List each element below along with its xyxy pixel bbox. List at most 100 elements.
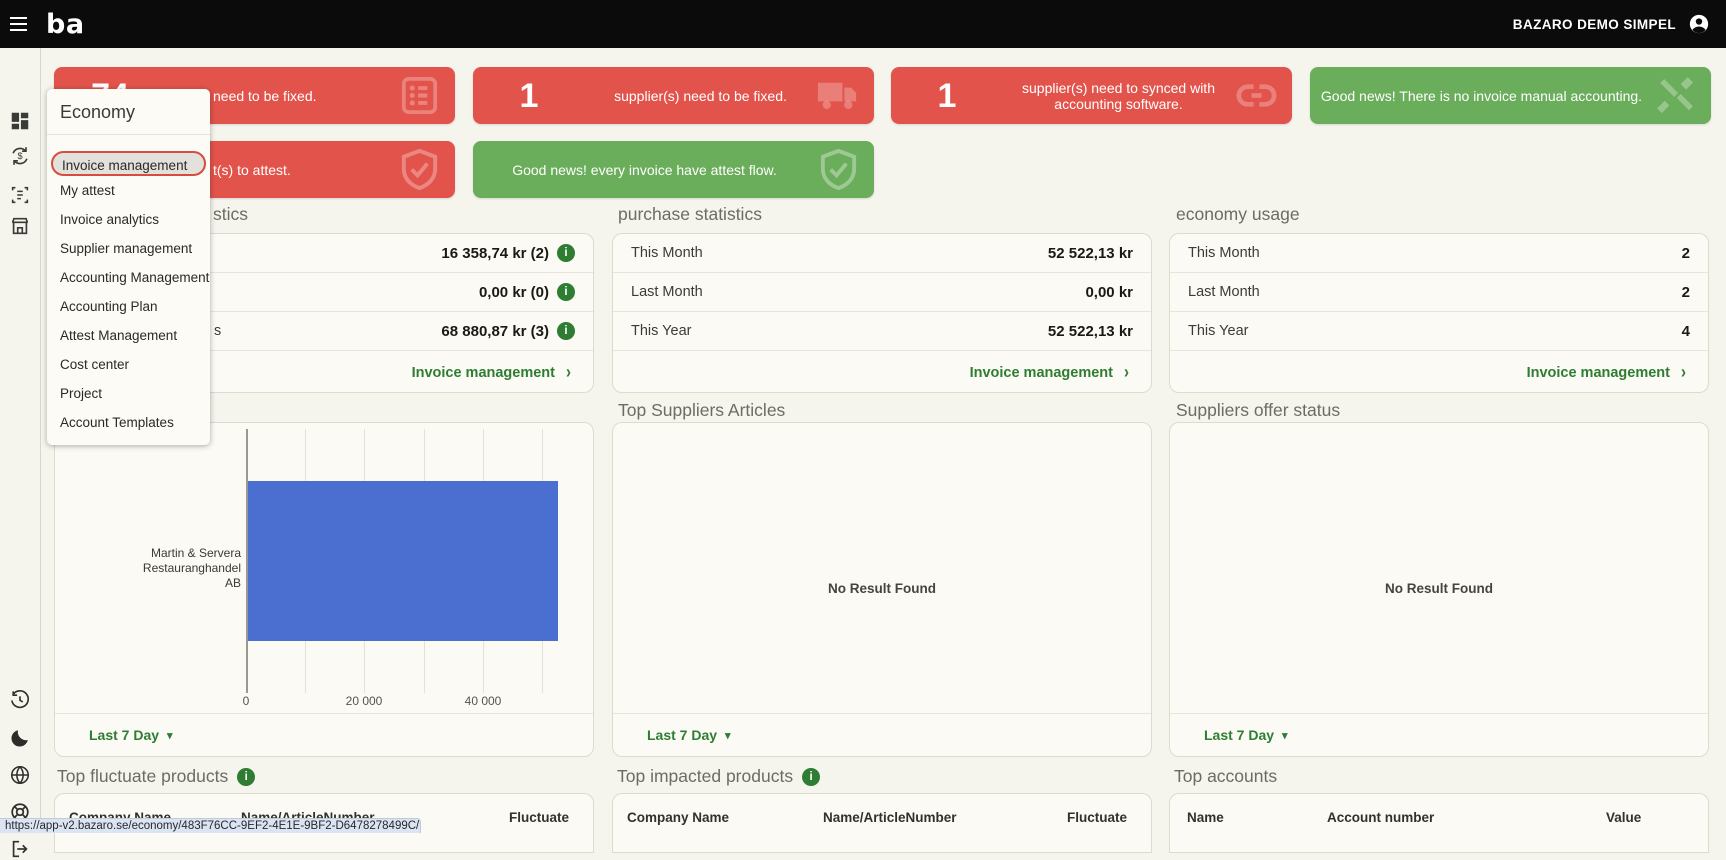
top-impacted-products-table: Company Name Name/ArticleNumber Fluctuat… [612,793,1152,853]
chart-category-label: Martin & Servera Restauranghandel AB [142,546,241,590]
alert-message: supplier(s) need to synced with accounti… [1022,79,1215,112]
topbar-account[interactable]: BAZARO DEMO SIMPEL [1513,13,1726,35]
economy-flyout-menu: Economy Invoice management My attest Inv… [47,89,210,445]
menu-title: Economy [47,89,210,135]
invoice-list-icon [396,72,443,119]
chevron-right-icon: › [1681,362,1686,383]
chevron-right-icon: › [566,362,571,383]
account-name-label: BAZARO DEMO SIMPEL [1512,16,1676,32]
stat-label: This Month [631,245,703,261]
menu-item-attest-management[interactable]: Attest Management [60,328,178,343]
info-icon[interactable]: i [237,767,256,786]
language-globe-icon[interactable] [9,764,31,786]
caret-down-icon: ▾ [725,729,731,742]
economy-usage-title: economy usage [1176,204,1300,224]
invoice-management-link[interactable]: Invoice management › [55,351,593,394]
menu-item-supplier-management[interactable]: Supplier management [60,241,193,256]
info-icon[interactable]: i [557,244,575,262]
suppliers-offer-status-title: Suppliers offer status [1176,400,1341,420]
stat-value: 52 522,13 kr [1047,322,1133,340]
chevron-right-icon: › [1124,362,1129,383]
dashboard-icon[interactable] [9,110,31,132]
stat-row: This Month 52 522,13 kr [613,234,1151,273]
link-label: Invoice management [1526,364,1670,381]
column-header: Name/ArticleNumber [823,810,957,825]
stat-value: 16 358,74 kr (2) i [441,244,575,262]
stat-value: 68 880,87 kr (3) i [441,322,575,340]
alert-message: Good news! every invoice have attest flo… [512,161,777,178]
x-tick-label: 20 000 [345,694,383,708]
stat-label: This Month [1188,245,1260,261]
shield-check-icon [396,146,443,193]
period-dropdown[interactable]: Last 7 Day ▾ [55,713,593,756]
alert-count: 1 [937,76,957,115]
svg-text:$: $ [17,151,22,161]
stat-value: 4 [1681,322,1690,340]
column-header: Fluctuate [508,810,569,825]
link-preview-statusbar: https://app-v2.bazaro.se/economy/483F76C… [0,818,421,833]
stat-value: 0,00 kr (0) i [479,283,575,301]
alert-message: t(s) to attest. [213,161,291,178]
menu-item-my-attest[interactable]: My attest [60,183,115,198]
history-icon[interactable] [9,689,31,711]
period-dropdown[interactable]: Last 7 Day ▾ [1170,713,1708,756]
stat-row: 16 358,74 kr (2) i [55,234,593,273]
column-header: Company Name [627,810,730,825]
no-result-message: No Result Found [828,581,936,596]
menu-item-accounting-plan[interactable]: Accounting Plan [60,299,158,314]
alert-message: need to be fixed. [213,87,317,104]
hamburger-menu-icon[interactable] [0,0,38,48]
period-dropdown[interactable]: Last 7 Day ▾ [613,713,1151,756]
economy-usage-panel: This Month 2 Last Month 2 This Year 4 In… [1169,233,1709,393]
top-accounts-title: Top accounts [1174,766,1278,786]
purchase-statistics-panel: This Month 52 522,13 kr Last Month 0,00 … [612,233,1152,393]
alert-suppliers-to-sync[interactable]: 1 supplier(s) need to synced with accoun… [891,67,1292,124]
caret-down-icon: ▾ [167,729,173,742]
menu-item-invoice-analytics[interactable]: Invoice analytics [60,212,160,227]
alert-no-manual-accounting[interactable]: Good news! There is no invoice manual ac… [1310,67,1711,124]
logout-icon[interactable] [9,838,31,860]
stat-row: This Year 4 [1170,312,1708,351]
chart-bar[interactable] [247,481,558,641]
stat-value: 52 522,13 kr [1047,244,1133,262]
dark-mode-moon-icon[interactable] [9,727,31,749]
menu-item-account-templates[interactable]: Account Templates [60,415,174,430]
column-header: Account number [1327,810,1435,825]
stat-row: Last Month 0,00 kr [613,273,1151,312]
stat-row: This Month 2 [1170,234,1708,273]
menu-item-project[interactable]: Project [60,386,103,401]
brand-logo[interactable]: ba [46,8,85,40]
period-label: Last 7 Day [647,727,718,743]
invoice-statistics-title-fragment: stics [213,204,248,224]
alert-attest-flow-ok[interactable]: Good news! every invoice have attest flo… [473,141,874,198]
menu-item-invoice-management[interactable]: Invoice management [51,151,206,176]
menu-item-accounting-management[interactable]: Accounting Management [60,270,210,285]
info-icon[interactable]: i [802,767,821,786]
store-icon[interactable] [9,215,31,237]
stat-row: s 68 880,87 kr (3) i [55,312,593,351]
currency-sync-icon[interactable]: $ [9,145,31,167]
stat-row: Last Month 2 [1170,273,1708,312]
shield-check-icon [815,146,862,193]
invoice-management-link[interactable]: Invoice management › [613,351,1151,394]
info-icon[interactable]: i [557,322,575,340]
y-axis-line [246,429,248,693]
stat-row: This Year 52 522,13 kr [613,312,1151,351]
top-suppliers-articles-card: No Result Found Last 7 Day ▾ [612,422,1152,757]
menu-item-cost-center[interactable]: Cost center [60,357,130,372]
invoice-management-link[interactable]: Invoice management › [1170,351,1708,394]
info-icon[interactable]: i [557,283,575,301]
alert-message: Good news! There is no invoice manual ac… [1320,87,1643,104]
invoice-scan-icon[interactable] [9,184,31,206]
x-tick-label: 0 [242,694,250,708]
suppliers-offer-status-card: No Result Found Last 7 Day ▾ [1169,422,1709,757]
stat-label: This Year [1188,323,1249,339]
account-icon[interactable] [1688,13,1710,35]
link-label: Invoice management [969,364,1113,381]
chain-link-icon [1233,72,1280,119]
alert-message: supplier(s) need to be fixed. [614,87,787,104]
top-suppliers-articles-title: Top Suppliers Articles [618,400,786,420]
alert-suppliers-to-fix[interactable]: 1 supplier(s) need to be fixed. [473,67,874,124]
stat-label: Last Month [1188,284,1260,300]
column-header: Fluctuate [1066,810,1127,825]
